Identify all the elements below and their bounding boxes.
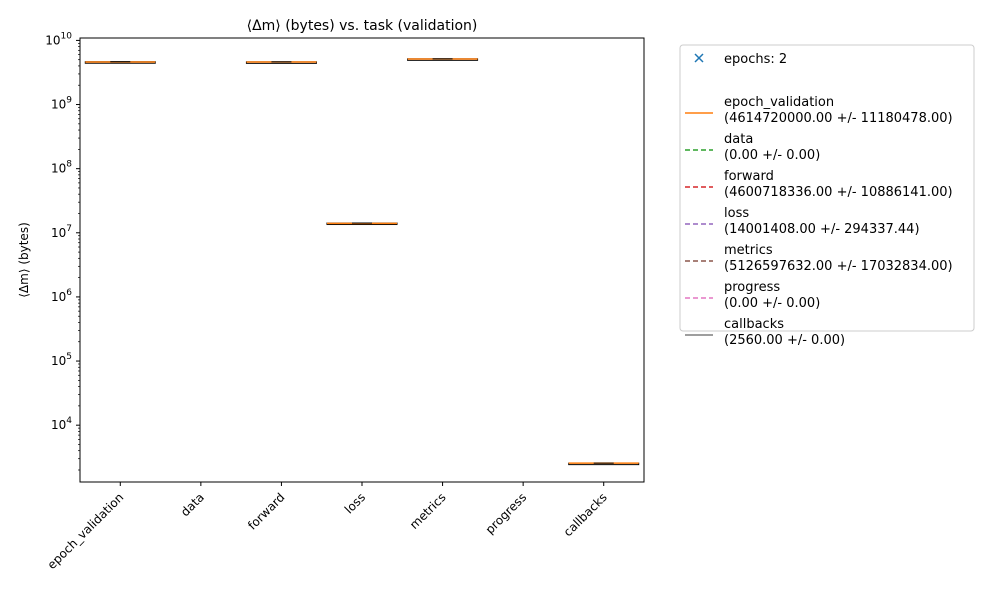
x-tick-label: epoch_validation <box>45 490 127 572</box>
legend-stats: (2560.00 +/- 0.00) <box>724 333 845 348</box>
x-tick-label: data <box>178 490 207 519</box>
chart-title: ⟨Δm⟩ (bytes) vs. task (validation) <box>247 18 478 34</box>
legend-label: epoch_validation <box>724 95 834 110</box>
legend-label: progress <box>724 280 780 295</box>
legend-stats: (14001408.00 +/- 294337.44) <box>724 222 920 237</box>
legend-label: metrics <box>724 243 773 258</box>
plot-area: 104 105 106 107 108 109 1010 epoch_validation da… <box>45 31 645 572</box>
legend-stats: (4614720000.00 +/- 11180478.00) <box>724 111 953 126</box>
legend-box <box>679 44 975 332</box>
axes-frame <box>79 37 645 483</box>
y-tick-label: 104 <box>51 416 72 432</box>
legend-marker-x <box>694 53 704 63</box>
y-tick-label: 1010 <box>45 31 72 47</box>
x-tick-label: metrics <box>407 490 449 532</box>
y-tick-label: 105 <box>51 352 72 368</box>
y-tick-label: 106 <box>51 288 72 304</box>
y-axis-label: ⟨Δm⟩ (bytes) <box>17 222 31 298</box>
legend-label: callbacks <box>724 317 784 332</box>
legend-stats: (0.00 +/- 0.00) <box>724 296 820 311</box>
y-tick-label: 108 <box>51 160 72 176</box>
x-tick-label: loss <box>342 490 368 516</box>
x-tick-label: progress <box>483 490 530 537</box>
legend: epochs: 2 epoch_validation(4614720000.00 … <box>679 44 975 348</box>
legend-label: epochs: 2 <box>724 52 787 67</box>
y-tick-label: 107 <box>51 224 72 240</box>
legend-label: forward <box>724 169 774 184</box>
x-tick-label: forward <box>245 490 287 532</box>
legend-label: data <box>724 132 753 147</box>
y-tick-label: 109 <box>51 96 72 112</box>
legend-stats: (5126597632.00 +/- 17032834.00) <box>724 259 953 274</box>
x-tick-label: callbacks <box>561 490 610 539</box>
legend-stats: (0.00 +/- 0.00) <box>724 148 820 163</box>
legend-stats: (4600718336.00 +/- 10886141.00) <box>724 185 953 200</box>
legend-label: loss <box>724 206 749 221</box>
